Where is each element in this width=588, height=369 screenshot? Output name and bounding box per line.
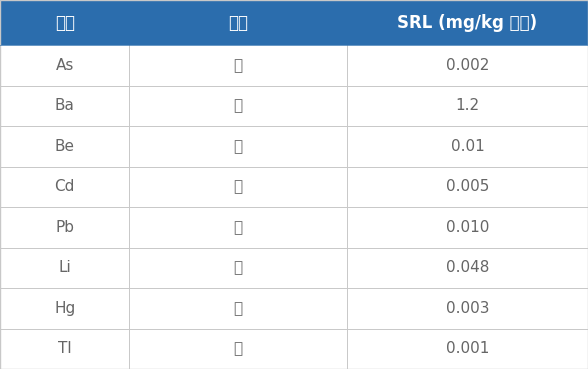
Text: Be: Be (55, 139, 75, 154)
Bar (0, 248, 588, 288)
Text: 镎: 镎 (233, 179, 243, 194)
Bar (129, 0, 347, 45)
Text: SRL (mg/kg 食品): SRL (mg/kg 食品) (397, 14, 537, 31)
Text: Cd: Cd (55, 179, 75, 194)
Bar (0, 126, 588, 166)
Text: 0.002: 0.002 (446, 58, 489, 73)
Bar (0, 45, 588, 86)
Text: As: As (55, 58, 74, 73)
Bar (0, 86, 588, 126)
Text: 1.2: 1.2 (455, 98, 480, 113)
Text: 铅: 铅 (233, 220, 243, 235)
Text: 锂: 锂 (233, 260, 243, 275)
Bar (0, 0, 129, 45)
Text: Tl: Tl (58, 341, 72, 356)
Text: Hg: Hg (54, 301, 75, 316)
Text: 汞: 汞 (233, 301, 243, 316)
Text: 0.010: 0.010 (446, 220, 489, 235)
Bar (0, 328, 588, 369)
Bar (0, 166, 588, 207)
Text: 铍: 铍 (233, 139, 243, 154)
Text: 神: 神 (233, 58, 243, 73)
Bar (0, 207, 588, 248)
Text: 名称: 名称 (228, 14, 248, 31)
Text: Ba: Ba (55, 98, 75, 113)
Text: 0.003: 0.003 (446, 301, 489, 316)
Text: 钒: 钒 (233, 98, 243, 113)
Text: Pb: Pb (55, 220, 74, 235)
Text: 0.001: 0.001 (446, 341, 489, 356)
Text: 0.005: 0.005 (446, 179, 489, 194)
Text: Li: Li (58, 260, 71, 275)
Text: 符号: 符号 (55, 14, 75, 31)
Bar (347, 0, 588, 45)
Text: 鑓: 鑓 (233, 341, 243, 356)
Text: 0.048: 0.048 (446, 260, 489, 275)
Bar (0, 288, 588, 328)
Text: 0.01: 0.01 (450, 139, 485, 154)
